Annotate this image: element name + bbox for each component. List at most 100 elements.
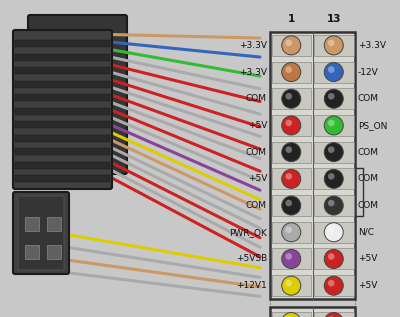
Text: COM: COM [358, 94, 379, 103]
Circle shape [324, 62, 343, 81]
Bar [314, 115, 354, 136]
Text: +5VSB: +5VSB [236, 255, 267, 263]
Bar [272, 168, 311, 189]
Circle shape [324, 196, 343, 215]
Circle shape [286, 146, 292, 153]
Text: PWR_OK: PWR_OK [229, 228, 267, 237]
Circle shape [286, 316, 292, 317]
Bar [314, 61, 354, 82]
Bar [25, 217, 39, 231]
Bar [272, 142, 311, 163]
Text: -12V: -12V [358, 68, 379, 76]
Text: +3.3V: +3.3V [358, 41, 386, 50]
FancyBboxPatch shape [13, 30, 112, 189]
Bar [314, 88, 354, 109]
Circle shape [328, 66, 334, 73]
Text: COM: COM [246, 94, 267, 103]
Bar [15, 67, 110, 74]
Bar [272, 195, 311, 216]
Circle shape [324, 36, 343, 55]
Circle shape [282, 62, 301, 81]
Text: COM: COM [246, 201, 267, 210]
Bar [25, 245, 39, 259]
Text: +12V1: +12V1 [236, 281, 267, 290]
Circle shape [282, 196, 301, 215]
Circle shape [324, 169, 343, 188]
FancyBboxPatch shape [18, 196, 64, 270]
Bar [314, 275, 354, 296]
Bar [15, 148, 110, 155]
Circle shape [286, 226, 292, 233]
FancyBboxPatch shape [28, 15, 127, 174]
Bar [47, 217, 61, 231]
Text: +3.3V: +3.3V [239, 68, 267, 76]
Circle shape [324, 313, 343, 317]
Circle shape [328, 316, 334, 317]
Circle shape [328, 253, 334, 260]
Circle shape [282, 249, 301, 268]
Text: COM: COM [358, 174, 379, 183]
Bar [314, 195, 354, 216]
Circle shape [286, 173, 292, 180]
Bar [314, 142, 354, 163]
Bar [15, 107, 110, 114]
Bar [314, 222, 354, 243]
Text: COM: COM [246, 148, 267, 157]
Text: +5V: +5V [358, 281, 377, 290]
Circle shape [328, 40, 334, 46]
Bar [15, 40, 110, 47]
Bar [272, 61, 311, 82]
Text: +5V: +5V [358, 255, 377, 263]
Bar [272, 222, 311, 243]
Bar [15, 94, 110, 101]
Circle shape [286, 280, 292, 287]
Bar [15, 161, 110, 169]
Text: N/C: N/C [358, 228, 374, 237]
Text: +3.3V: +3.3V [239, 41, 267, 50]
Text: 1: 1 [288, 14, 295, 24]
Circle shape [286, 93, 292, 100]
Bar [272, 249, 311, 269]
Bar [15, 175, 110, 182]
Circle shape [328, 93, 334, 100]
Bar [272, 35, 311, 56]
Circle shape [282, 313, 301, 317]
Bar [272, 88, 311, 109]
Bar [314, 249, 354, 269]
Bar [272, 275, 311, 296]
Circle shape [286, 66, 292, 73]
Circle shape [328, 280, 334, 287]
Bar [270, 32, 355, 299]
Bar [314, 168, 354, 189]
Circle shape [282, 89, 301, 108]
Bar [314, 312, 354, 317]
Circle shape [328, 146, 334, 153]
Text: COM: COM [358, 201, 379, 210]
FancyBboxPatch shape [13, 192, 69, 274]
Circle shape [324, 276, 343, 295]
Circle shape [324, 249, 343, 268]
Circle shape [286, 40, 292, 46]
Bar [47, 245, 61, 259]
Circle shape [286, 253, 292, 260]
Circle shape [328, 120, 334, 126]
Bar [272, 115, 311, 136]
Circle shape [328, 226, 334, 233]
Circle shape [282, 276, 301, 295]
Circle shape [324, 223, 343, 242]
Text: +5V: +5V [248, 174, 267, 183]
Bar [314, 35, 354, 56]
Text: +5V: +5V [248, 121, 267, 130]
Text: 13: 13 [326, 14, 341, 24]
Circle shape [324, 116, 343, 135]
Circle shape [282, 169, 301, 188]
Circle shape [282, 36, 301, 55]
Circle shape [324, 89, 343, 108]
Circle shape [286, 120, 292, 126]
Bar [15, 54, 110, 61]
Circle shape [328, 173, 334, 180]
Text: PS_ON: PS_ON [358, 121, 387, 130]
Circle shape [282, 116, 301, 135]
Circle shape [286, 200, 292, 206]
Text: COM: COM [358, 148, 379, 157]
